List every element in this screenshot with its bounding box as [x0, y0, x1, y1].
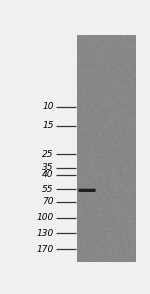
- Text: 15: 15: [42, 121, 54, 130]
- Text: 170: 170: [36, 245, 54, 254]
- Text: 55: 55: [42, 185, 54, 194]
- FancyBboxPatch shape: [78, 189, 96, 192]
- Bar: [19, 35, 77, 262]
- Text: 100: 100: [36, 213, 54, 222]
- Bar: [77, 35, 135, 262]
- Text: 10: 10: [42, 102, 54, 111]
- Text: 35: 35: [42, 163, 54, 172]
- Text: 25: 25: [42, 150, 54, 159]
- Text: 130: 130: [36, 229, 54, 238]
- Text: 70: 70: [42, 197, 54, 206]
- Text: 40: 40: [42, 170, 54, 179]
